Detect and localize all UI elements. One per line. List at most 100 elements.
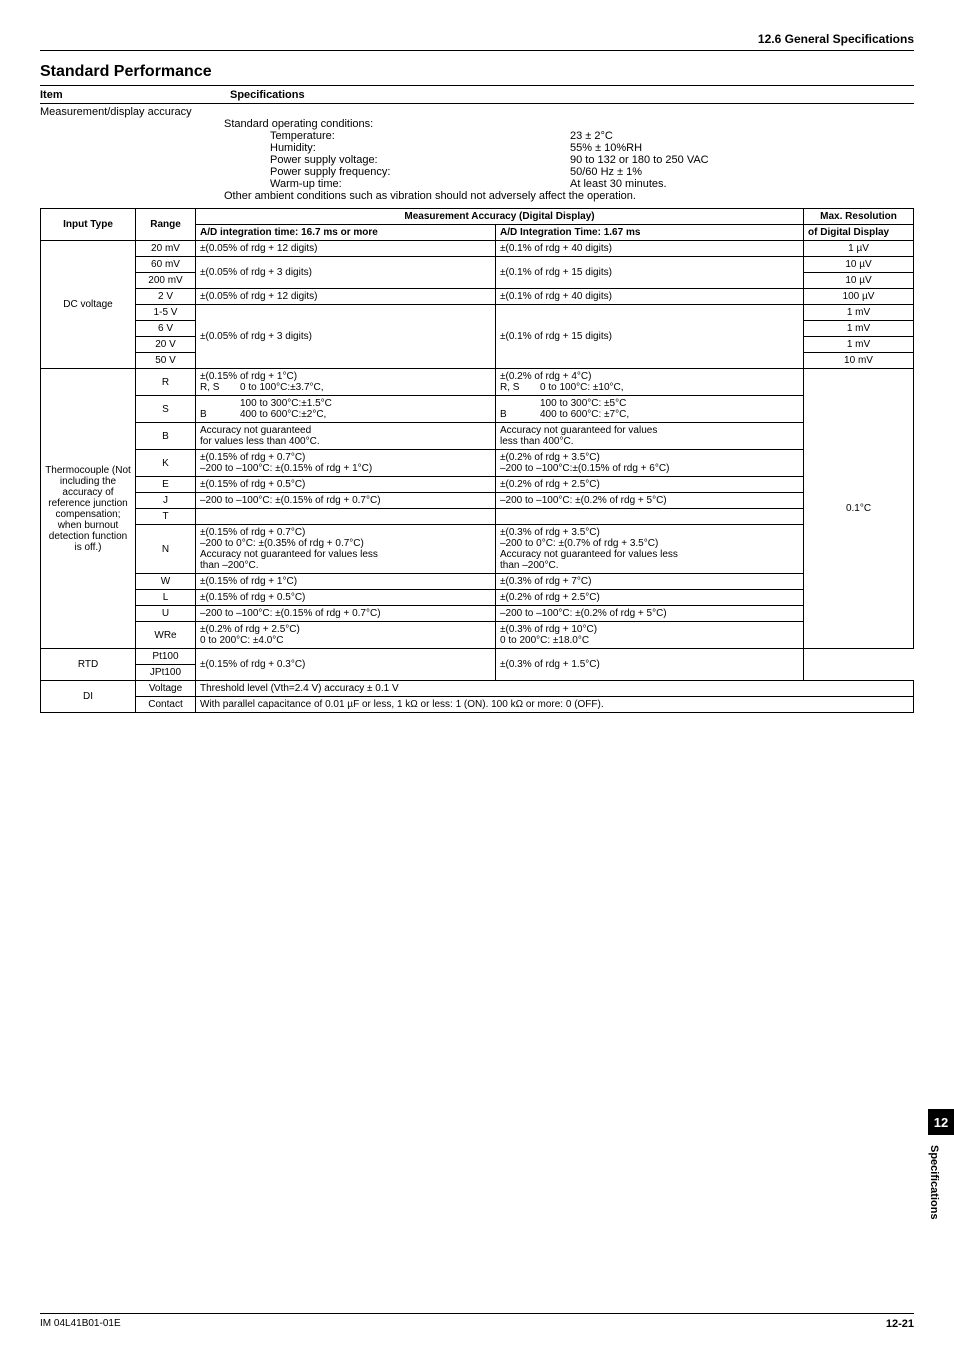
range: K [136, 450, 196, 477]
range: 20 V [136, 337, 196, 353]
res: 0.1°C [804, 369, 914, 649]
page-title: Standard Performance [40, 63, 914, 81]
range: Pt100 [136, 649, 196, 665]
res: 10 µV [804, 257, 914, 273]
range: WRe [136, 622, 196, 649]
range: J [136, 493, 196, 509]
input-di: DI [41, 681, 136, 713]
input-dc: DC voltage [41, 241, 136, 369]
a1: ±(0.05% of rdg + 12 digits) [196, 289, 496, 305]
soc-val: At least 30 minutes. [570, 178, 667, 190]
side-tab: 12 Specifications [928, 1109, 954, 1220]
soc-key: Humidity: [270, 142, 570, 154]
range: B [136, 423, 196, 450]
range: 50 V [136, 353, 196, 369]
a2: ±(0.1% of rdg + 15 digits) [496, 305, 804, 369]
th-input: Input Type [41, 209, 136, 241]
range: T [136, 509, 196, 525]
res: 10 mV [804, 353, 914, 369]
res: 100 µV [804, 289, 914, 305]
doc-id: IM 04L41B01-01E [40, 1318, 121, 1330]
soc-key: Power supply voltage: [270, 154, 570, 166]
a2: 100 to 300°C: ±5°C B400 to 600°C: ±7°C, [496, 396, 804, 423]
a1: ±(0.15% of rdg + 0.5°C) [196, 477, 496, 493]
th-meas: Measurement Accuracy (Digital Display) [196, 209, 804, 225]
a2: Accuracy not guaranteed for values less … [496, 423, 804, 450]
soc-key: Warm-up time: [270, 178, 570, 190]
a1: –200 to –100°C: ±(0.15% of rdg + 0.7°C) [196, 606, 496, 622]
footer: IM 04L41B01-01E 12-21 [40, 1313, 914, 1330]
range: 1-5 V [136, 305, 196, 321]
a2: ±(0.2% of rdg + 2.5°C) [496, 477, 804, 493]
page-number: 12-21 [886, 1318, 914, 1330]
a2: ±(0.3% of rdg + 7°C) [496, 574, 804, 590]
a2: –200 to –100°C: ±(0.2% of rdg + 5°C) [496, 606, 804, 622]
a1: ±(0.15% of rdg + 0.5°C) [196, 590, 496, 606]
spec-table: Input Type Range Measurement Accuracy (D… [40, 208, 914, 713]
range: 2 V [136, 289, 196, 305]
a2: –200 to –100°C: ±(0.2% of rdg + 5°C) [496, 493, 804, 509]
a1: Accuracy not guaranteed for values less … [196, 423, 496, 450]
th-range: Range [136, 209, 196, 241]
a1: ±(0.15% of rdg + 0.3°C) [196, 649, 496, 681]
a1: 100 to 300°C:±1.5°C B400 to 600°C:±2°C, [196, 396, 496, 423]
res: 1 µV [804, 241, 914, 257]
a1: ±(0.05% of rdg + 3 digits) [196, 257, 496, 289]
a2: ±(0.1% of rdg + 15 digits) [496, 257, 804, 289]
a2: ±(0.2% of rdg + 3.5°C) –200 to –100°C:±(… [496, 450, 804, 477]
soc-val: 90 to 132 or 180 to 250 VAC [570, 154, 709, 166]
soc-key: Temperature: [270, 130, 570, 142]
range: S [136, 396, 196, 423]
range: N [136, 525, 196, 574]
meas-accuracy-label: Measurement/display accuracy [40, 106, 914, 118]
a1: ±(0.15% of rdg + 0.7°C) –200 to –100°C: … [196, 450, 496, 477]
range: W [136, 574, 196, 590]
a1: ±(0.05% of rdg + 12 digits) [196, 241, 496, 257]
range: 200 mV [136, 273, 196, 289]
soc-heading: Standard operating conditions: [40, 118, 914, 130]
a1: ±(0.05% of rdg + 3 digits) [196, 305, 496, 369]
range: 20 mV [136, 241, 196, 257]
item-spec-row: Item Specifications [40, 85, 914, 104]
range: R [136, 369, 196, 396]
section-header: 12.6 General Specifications [40, 32, 914, 51]
soc-val: 50/60 Hz ± 1% [570, 166, 642, 178]
range: Voltage [136, 681, 196, 697]
item-label: Item [40, 89, 230, 101]
range: Contact [136, 697, 196, 713]
range: E [136, 477, 196, 493]
soc-val: 23 ± 2°C [570, 130, 613, 142]
a2: ±(0.3% of rdg + 3.5°C) –200 to 0°C: ±(0.… [496, 525, 804, 574]
a2: ±(0.1% of rdg + 40 digits) [496, 289, 804, 305]
chapter-label: Specifications [928, 1145, 940, 1220]
a1: ±(0.15% of rdg + 0.7°C) –200 to 0°C: ±(0… [196, 525, 496, 574]
th-ad2: A/D Integration Time: 1.67 ms [496, 225, 804, 241]
soc-note: Other ambient conditions such as vibrati… [40, 190, 914, 202]
range: U [136, 606, 196, 622]
a1: –200 to –100°C: ±(0.15% of rdg + 0.7°C) [196, 493, 496, 509]
a1: ±(0.2% of rdg + 2.5°C) 0 to 200°C: ±4.0°… [196, 622, 496, 649]
range: 60 mV [136, 257, 196, 273]
soc-val: 55% ± 10%RH [570, 142, 642, 154]
spec-label: Specifications [230, 89, 305, 101]
soc-key: Power supply frequency: [270, 166, 570, 178]
a2: ±(0.2% of rdg + 2.5°C) [496, 590, 804, 606]
range: 6 V [136, 321, 196, 337]
res: 10 µV [804, 273, 914, 289]
res: 1 mV [804, 337, 914, 353]
res: 1 mV [804, 321, 914, 337]
range: JPt100 [136, 665, 196, 681]
range: L [136, 590, 196, 606]
di-contact: With parallel capacitance of 0.01 µF or … [196, 697, 914, 713]
chapter-number: 12 [928, 1109, 954, 1135]
a1: ±(0.15% of rdg + 1°C) R, S0 to 100°C:±3.… [196, 369, 496, 396]
a2 [496, 509, 804, 525]
a2: ±(0.2% of rdg + 4°C) R, S0 to 100°C: ±10… [496, 369, 804, 396]
a1 [196, 509, 496, 525]
di-volt: Threshold level (Vth=2.4 V) accuracy ± 0… [196, 681, 914, 697]
th-res: Max. Resolution [804, 209, 914, 225]
res: 1 mV [804, 305, 914, 321]
a2: ±(0.3% of rdg + 10°C) 0 to 200°C: ±18.0°… [496, 622, 804, 649]
input-rtd: RTD [41, 649, 136, 681]
operating-conditions: Measurement/display accuracy Standard op… [40, 106, 914, 202]
